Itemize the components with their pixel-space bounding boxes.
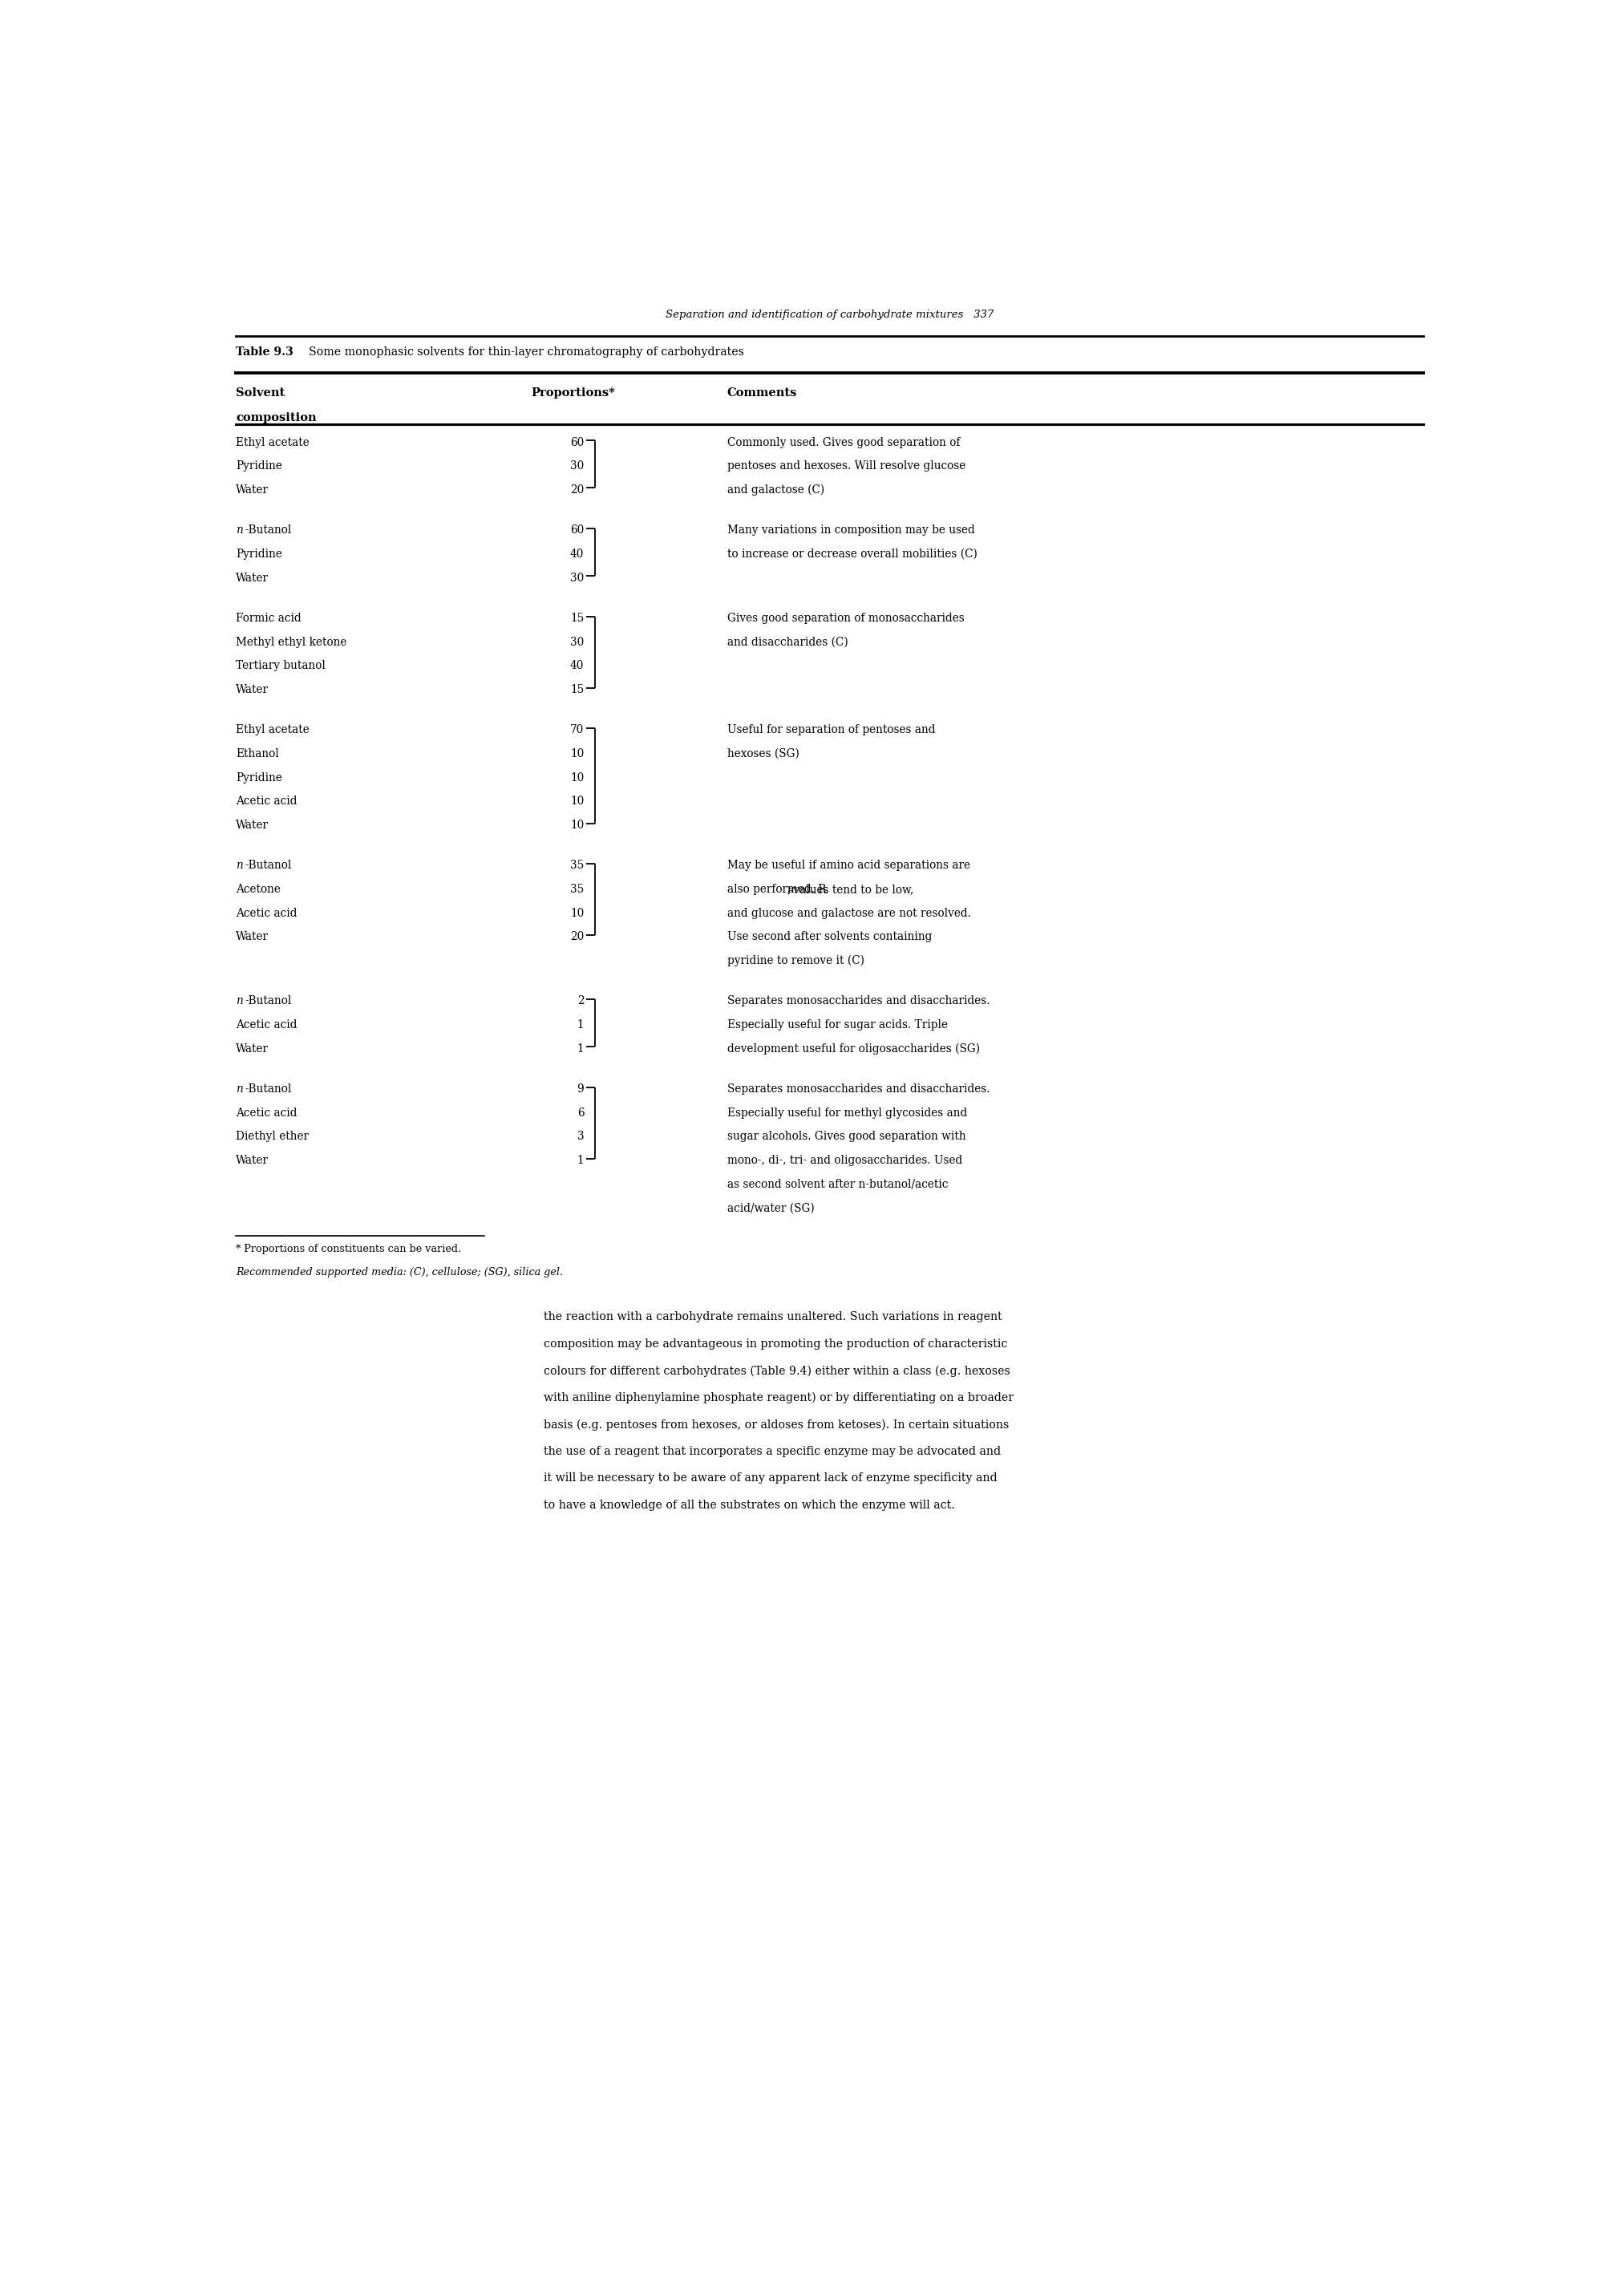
Text: Methyl ethyl ketone: Methyl ethyl ketone [236,636,347,647]
Text: n: n [236,526,244,535]
Text: 10: 10 [570,820,585,831]
Text: 15: 15 [570,684,585,696]
Text: F: F [787,889,793,895]
Text: 30: 30 [570,572,585,583]
Text: 9: 9 [577,1084,585,1095]
Text: Recommended supported media: (C), cellulose; (SG), silica gel.: Recommended supported media: (C), cellul… [236,1267,564,1277]
Text: Ethanol: Ethanol [236,748,279,760]
Text: Commonly used. Gives good separation of: Commonly used. Gives good separation of [727,436,959,448]
Text: sugar alcohols. Gives good separation with: sugar alcohols. Gives good separation wi… [727,1132,966,1143]
Text: 1: 1 [577,1019,585,1031]
Text: to increase or decrease overall mobilities (C): to increase or decrease overall mobiliti… [727,549,977,560]
Text: Water: Water [236,1042,270,1054]
Text: Table 9.3: Table 9.3 [236,347,294,358]
Text: n: n [236,1084,244,1095]
Text: 20: 20 [570,484,585,496]
Text: Water: Water [236,484,270,496]
Text: 20: 20 [570,932,585,944]
Text: 1: 1 [577,1042,585,1054]
Text: Gives good separation of monosaccharides: Gives good separation of monosaccharides [727,613,964,625]
Text: Useful for separation of pentoses and: Useful for separation of pentoses and [727,726,935,735]
Text: Solvent: Solvent [236,388,286,400]
Text: Formic acid: Formic acid [236,613,302,625]
Text: * Proportions of constituents can be varied.: * Proportions of constituents can be var… [236,1244,462,1254]
Text: Water: Water [236,820,270,831]
Text: 40: 40 [570,661,585,670]
Text: 60: 60 [570,436,585,448]
Text: Water: Water [236,684,270,696]
Text: n: n [236,861,244,870]
Text: mono-, di-, tri- and oligosaccharides. Used: mono-, di-, tri- and oligosaccharides. U… [727,1155,963,1166]
Text: pentoses and hexoses. Will resolve glucose: pentoses and hexoses. Will resolve gluco… [727,461,966,471]
Text: 2: 2 [577,996,585,1006]
Text: -Butanol: -Butanol [245,526,292,535]
Text: 10: 10 [570,748,585,760]
Text: Separation and identification of carbohydrate mixtures   337: Separation and identification of carbohy… [665,310,993,319]
Text: it will be necessary to be aware of any apparent lack of enzyme specificity and: it will be necessary to be aware of any … [544,1472,996,1483]
Text: development useful for oligosaccharides (SG): development useful for oligosaccharides … [727,1042,980,1054]
Text: Acetone: Acetone [236,884,281,895]
Text: Acetic acid: Acetic acid [236,797,297,806]
Text: Separates monosaccharides and disaccharides.: Separates monosaccharides and disacchari… [727,996,990,1006]
Text: 10: 10 [570,771,585,783]
Text: Pyridine: Pyridine [236,461,283,471]
Text: Pyridine: Pyridine [236,771,283,783]
Text: Some monophasic solvents for thin-layer chromatography of carbohydrates: Some monophasic solvents for thin-layer … [302,347,745,358]
Text: acid/water (SG): acid/water (SG) [727,1203,814,1215]
Text: -Butanol: -Butanol [245,996,292,1006]
Text: as second solvent after n-butanol/acetic: as second solvent after n-butanol/acetic [727,1178,948,1189]
Text: and galactose (C): and galactose (C) [727,484,824,496]
Text: colours for different carbohydrates (Table 9.4) either within a class (e.g. hexo: colours for different carbohydrates (Tab… [544,1366,1009,1378]
Text: Water: Water [236,572,270,583]
Text: also performed. R: also performed. R [727,884,825,895]
Text: with aniline diphenylamine phosphate reagent) or by differentiating on a broader: with aniline diphenylamine phosphate rea… [544,1391,1014,1403]
Text: and glucose and galactose are not resolved.: and glucose and galactose are not resolv… [727,907,971,918]
Text: May be useful if amino acid separations are: May be useful if amino acid separations … [727,861,971,870]
Text: 10: 10 [570,907,585,918]
Text: 60: 60 [570,526,585,535]
Text: 70: 70 [570,726,585,735]
Text: 35: 35 [570,884,585,895]
Text: Acetic acid: Acetic acid [236,1019,297,1031]
Text: Ethyl acetate: Ethyl acetate [236,436,310,448]
Text: the reaction with a carbohydrate remains unaltered. Such variations in reagent: the reaction with a carbohydrate remains… [544,1311,1003,1322]
Text: Use second after solvents containing: Use second after solvents containing [727,932,932,944]
Text: Especially useful for methyl glycosides and: Especially useful for methyl glycosides … [727,1107,967,1118]
Text: 40: 40 [570,549,585,560]
Text: and disaccharides (C): and disaccharides (C) [727,636,848,647]
Text: 35: 35 [570,861,585,870]
Text: Separates monosaccharides and disaccharides.: Separates monosaccharides and disacchari… [727,1084,990,1095]
Text: Pyridine: Pyridine [236,549,283,560]
Text: Acetic acid: Acetic acid [236,1107,297,1118]
Text: Many variations in composition may be used: Many variations in composition may be us… [727,526,974,535]
Text: 15: 15 [570,613,585,625]
Text: Proportions*: Proportions* [531,388,615,400]
Text: -Butanol: -Butanol [245,861,292,870]
Text: Especially useful for sugar acids. Triple: Especially useful for sugar acids. Tripl… [727,1019,948,1031]
Text: composition: composition [236,411,317,422]
Text: 1: 1 [577,1155,585,1166]
Text: Comments: Comments [727,388,798,400]
Text: Tertiary butanol: Tertiary butanol [236,661,326,670]
Text: Ethyl acetate: Ethyl acetate [236,726,310,735]
Text: n: n [236,996,244,1006]
Text: 30: 30 [570,636,585,647]
Text: Water: Water [236,932,270,944]
Text: basis (e.g. pentoses from hexoses, or aldoses from ketoses). In certain situatio: basis (e.g. pentoses from hexoses, or al… [544,1419,1009,1430]
Text: to have a knowledge of all the substrates on which the enzyme will act.: to have a knowledge of all the substrate… [544,1499,954,1511]
Text: -Butanol: -Butanol [245,1084,292,1095]
Text: Acetic acid: Acetic acid [236,907,297,918]
Text: pyridine to remove it (C): pyridine to remove it (C) [727,955,864,967]
Text: Water: Water [236,1155,270,1166]
Text: 10: 10 [570,797,585,806]
Text: values tend to be low,: values tend to be low, [790,884,914,895]
Text: composition may be advantageous in promoting the production of characteristic: composition may be advantageous in promo… [544,1339,1008,1350]
Text: Diethyl ether: Diethyl ether [236,1132,308,1143]
Text: 30: 30 [570,461,585,471]
Text: hexoses (SG): hexoses (SG) [727,748,799,760]
Text: 6: 6 [577,1107,585,1118]
Text: the use of a reagent that incorporates a specific enzyme may be advocated and: the use of a reagent that incorporates a… [544,1446,1001,1458]
Text: 3: 3 [577,1132,585,1143]
